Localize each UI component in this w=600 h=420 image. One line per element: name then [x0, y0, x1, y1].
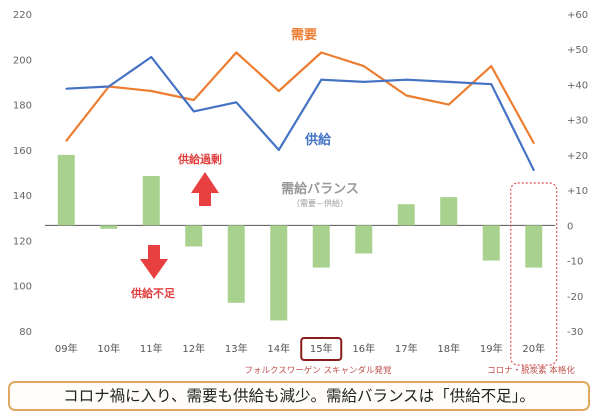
supply-point	[235, 101, 238, 104]
balance-bar	[270, 225, 288, 321]
right-axis-tick: +30	[567, 116, 588, 127]
right-axis-tick: +50	[567, 45, 588, 56]
left-axis-tick: 220	[13, 10, 32, 21]
demand-point	[447, 103, 450, 106]
left-axis-tick: 160	[13, 146, 32, 157]
supply-point	[107, 85, 110, 88]
demand-point	[235, 51, 238, 54]
balance-bar	[185, 225, 203, 247]
demand-point	[405, 94, 408, 97]
supply-point	[405, 78, 408, 81]
left-axis-tick: 100	[13, 282, 32, 293]
x-axis-tick: 17年	[395, 342, 418, 355]
right-axis-tick: -10	[567, 257, 583, 268]
x-axis-tick: 12年	[182, 342, 205, 355]
balance-subtitle: （需要－供給）	[292, 198, 348, 208]
supply-point	[192, 110, 195, 113]
x-axis-tick: 14年	[267, 342, 290, 355]
demand-point	[532, 142, 535, 144]
balance-bar	[525, 225, 543, 268]
demand-point	[150, 90, 153, 92]
x-axis-tick: 10年	[97, 342, 120, 355]
right-axis-tick: +40	[567, 80, 588, 91]
demand-point	[192, 99, 195, 101]
supply-line	[66, 55, 535, 171]
right-axis-tick: -30	[567, 327, 583, 338]
supply-point	[150, 56, 153, 58]
supply-point	[320, 78, 323, 81]
arrow-up-icon	[191, 172, 219, 206]
x-axis-tick: 18年	[437, 342, 460, 355]
balance-bar	[440, 197, 458, 226]
right-axis-tick: +10	[567, 186, 588, 197]
x-axis-tick: 19年	[480, 342, 503, 355]
demand-point	[320, 51, 323, 54]
summary-caption: コロナ禍に入り、需要も供給も減少。需給バランスは「供給不足」。	[8, 381, 590, 411]
balance-bar	[397, 204, 415, 226]
event-2015-highlight	[300, 337, 343, 361]
event-2015-label: フォルクスワーゲン スキャンダル発覚	[245, 365, 392, 376]
balance-bar	[57, 154, 75, 226]
oversupply-label: 供給過剰	[177, 152, 222, 166]
event-2020-label: コロナ・脱炭素 本格化	[487, 365, 575, 376]
right-axis-tick: 0	[567, 221, 573, 232]
left-axis-tick: 140	[13, 191, 32, 202]
supply-point	[490, 83, 493, 86]
balance-bar	[227, 225, 245, 303]
right-axis-tick: +60	[567, 10, 588, 21]
demand-line	[65, 51, 535, 144]
demand-point	[277, 90, 280, 92]
demand-point	[490, 65, 493, 67]
balance-title: 需給バランス	[281, 181, 359, 197]
supply-point	[362, 81, 365, 83]
supply-point	[65, 87, 68, 90]
shortage-label: 供給不足	[130, 286, 176, 300]
left-axis-tick: 80	[19, 327, 32, 338]
supply-point	[447, 81, 450, 83]
demand-point	[65, 139, 68, 142]
demand-point	[362, 65, 365, 67]
balance-bar	[482, 225, 500, 261]
left-axis-tick: 200	[13, 55, 32, 66]
balance-bar	[312, 225, 330, 268]
left-axis-tick: 180	[13, 101, 32, 112]
balance-bar	[100, 225, 118, 229]
x-axis-tick: 20年	[522, 342, 545, 355]
supply-series-label: 供給	[304, 132, 332, 148]
x-axis-tick: 15年	[310, 342, 333, 355]
supply-point	[532, 169, 535, 172]
left-axis-tick: 120	[13, 236, 32, 247]
right-axis-tick: -20	[567, 292, 583, 303]
x-axis-tick: 09年	[55, 342, 78, 355]
demand-series-label: 需要	[291, 28, 317, 43]
right-axis-tick: +20	[567, 151, 588, 162]
x-axis-tick: 16年	[352, 342, 375, 355]
x-axis-tick: 13年	[225, 342, 248, 355]
balance-bar	[142, 176, 160, 226]
balance-bar	[355, 225, 373, 254]
x-axis-tick: 11年	[140, 342, 163, 355]
supply-point	[277, 148, 280, 151]
arrow-down-icon	[140, 245, 168, 279]
event-2020-highlight	[510, 182, 558, 366]
